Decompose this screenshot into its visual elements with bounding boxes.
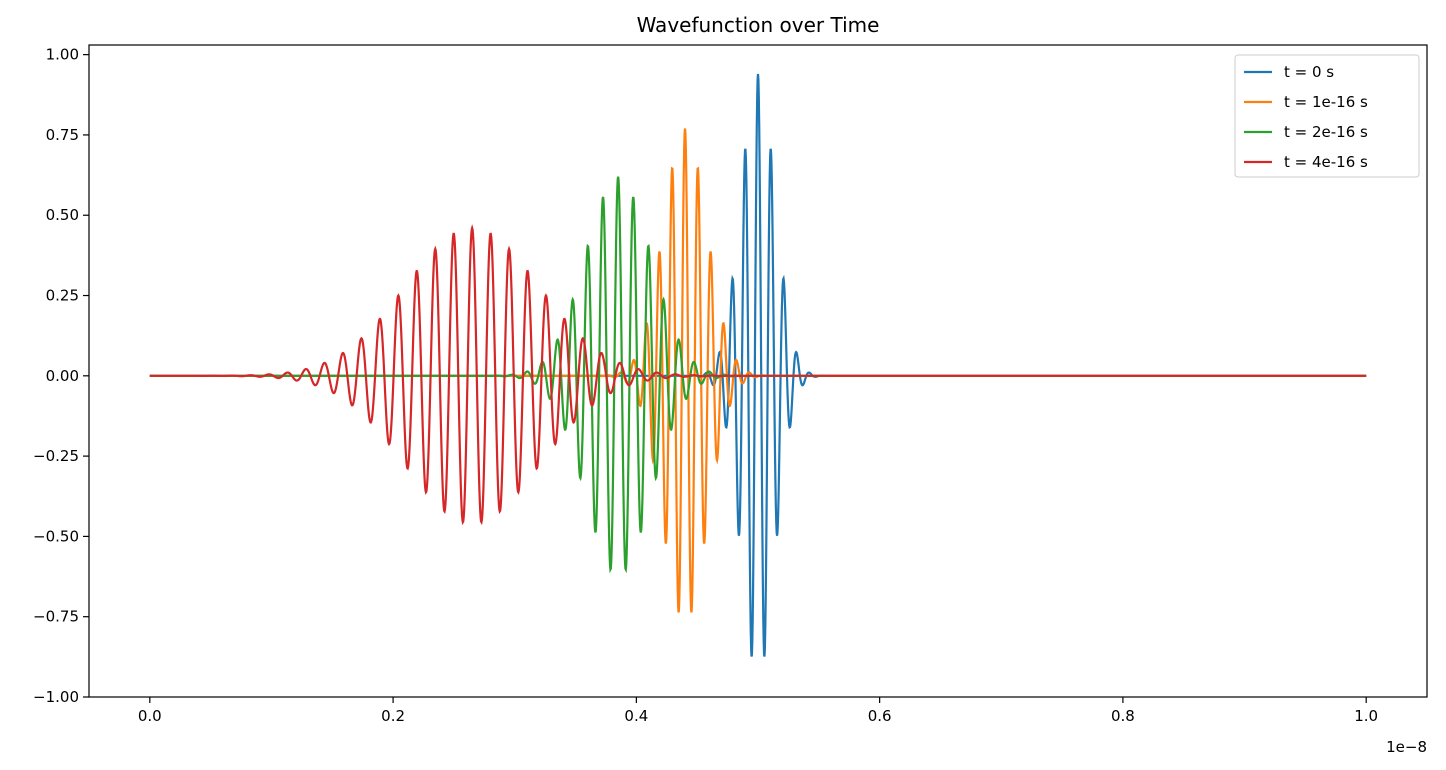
series-line-0 (149, 73, 1367, 657)
y-tick-label: −1.00 (33, 688, 79, 706)
series-line-2 (149, 176, 1367, 574)
x-offset-label: 1e−8 (1386, 738, 1427, 756)
y-tick-label: 1.00 (46, 46, 79, 64)
legend-label-0: t = 0 s (1284, 63, 1334, 81)
x-tick-label: 0.2 (381, 707, 405, 725)
y-tick-label: −0.50 (33, 527, 79, 545)
legend-label-1: t = 1e-16 s (1284, 93, 1368, 111)
x-tick-label: 0.0 (138, 707, 162, 725)
x-tick-label: 0.6 (868, 707, 892, 725)
series-line-3 (149, 224, 1367, 526)
y-axis: −1.00 −0.75 −0.50 −0.25 0.00 0.25 0.50 0.75 1.00 (33, 46, 89, 706)
y-tick-label: 0.25 (46, 287, 79, 305)
x-axis: 0.0 0.2 0.4 0.6 0.8 1.0 (138, 697, 1378, 725)
series-layer (149, 73, 1367, 657)
plot-frame (88, 44, 1428, 698)
legend-box (1234, 54, 1420, 178)
legend-label-3: t = 4e-16 s (1284, 153, 1368, 171)
y-tick-label: 0.50 (46, 206, 79, 224)
y-tick-label: −0.75 (33, 608, 79, 626)
series-line-1 (149, 128, 1367, 613)
x-tick-label: 0.8 (1111, 707, 1135, 725)
y-tick-label: 0.75 (46, 126, 79, 144)
x-tick-label: 0.4 (624, 707, 648, 725)
chart-title: Wavefunction over Time (637, 13, 880, 37)
legend: t = 0 s t = 1e-16 s t = 2e-16 s t = 4e-16 s (1234, 54, 1420, 178)
x-tick-label: 1.0 (1354, 707, 1378, 725)
legend-label-2: t = 2e-16 s (1284, 123, 1368, 141)
y-tick-label: 0.00 (46, 367, 79, 385)
y-tick-label: −0.25 (33, 447, 79, 465)
